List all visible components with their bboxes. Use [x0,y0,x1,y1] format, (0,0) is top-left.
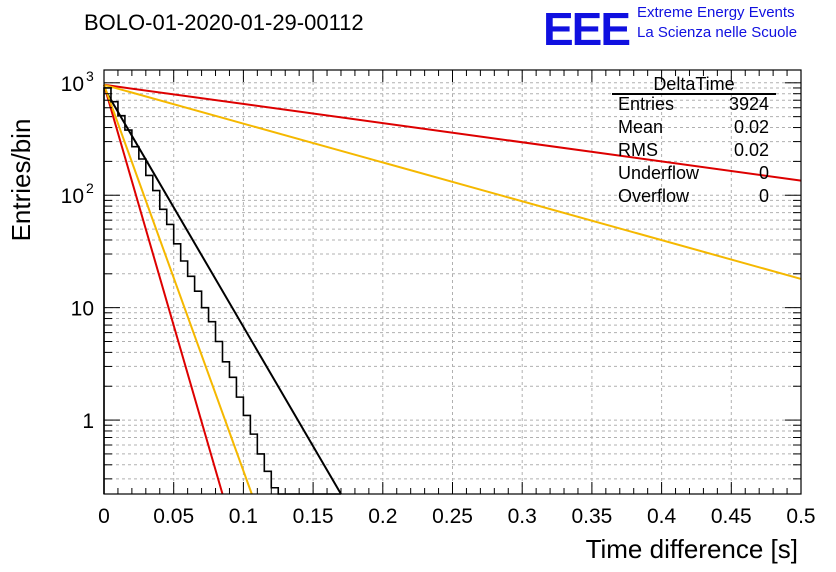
y-tick-exponent: 2 [86,180,94,196]
fit-line-1 [103,83,802,182]
y-tick-label: 1 [82,410,94,433]
stats-label: Overflow [618,186,690,206]
stats-label: Underflow [618,163,700,183]
x-axis-label: Time difference [s] [586,534,798,564]
axes: 0 0.05 0.1 0.15 0.2 0.25 0.3 0.35 0.4 0.45 0.5 1 10 1… [61,68,816,528]
logo-subtitle-1: Extreme Energy Events [637,4,795,21]
y-tick-label: 10 [61,73,84,96]
x-tick-label: 0.05 [153,505,194,528]
fit-line-4 [103,84,253,495]
stats-value: 3924 [729,94,769,114]
histogram-outline [103,87,341,495]
x-tick-label: 0.4 [647,505,677,528]
stats-value: 0.02 [734,140,769,160]
histogram-bars [103,87,341,495]
x-tick-label: 0.2 [368,505,397,528]
x-tick-label: 0 [98,505,110,528]
x-tick-label: 0.3 [508,505,537,528]
x-tick-label: 0.1 [229,505,258,528]
stats-value: 0 [759,163,769,183]
logo-subtitle-2: La Scienza nelle Scuole [637,24,798,41]
stats-title: DeltaTime [653,74,734,94]
fit-line-3 [103,84,224,495]
fit-line-0 [103,87,342,495]
grid-lines [104,70,801,494]
x-tick-label: 0.5 [786,505,815,528]
eee-logo: EEE [543,3,631,55]
stats-label: Entries [618,94,674,114]
y-axis-label: Entries/bin [6,119,36,242]
fit-line-2 [103,83,802,280]
fit-curves [103,83,802,495]
y-tick-label: 10 [71,298,94,321]
stats-label: Mean [618,117,663,137]
y-tick-exponent: 3 [86,68,94,84]
y-tick-label: 10 [61,185,84,208]
x-tick-label: 0.35 [571,505,612,528]
x-tick-label: 0.25 [432,505,473,528]
x-tick-label: 0.15 [293,505,334,528]
stats-value: 0 [759,186,769,206]
stats-value: 0.02 [734,117,769,137]
run-title: BOLO-01-2020-01-29-00112 [84,10,364,35]
stats-label: RMS [618,140,658,160]
x-tick-label: 0.45 [711,505,752,528]
